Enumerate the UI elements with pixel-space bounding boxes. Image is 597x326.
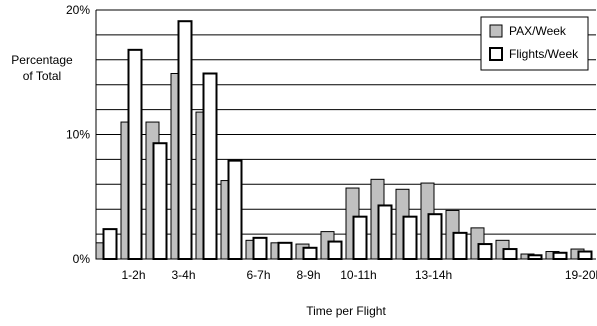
bar-flights-17-18h <box>527 254 543 260</box>
bar-flights-7-8h <box>277 241 293 261</box>
bar-flights-12-13h <box>402 215 418 260</box>
x-tick-label: 10-11h <box>340 268 376 282</box>
bar-flights-9-10h <box>327 240 343 261</box>
bar-flights-19-20h <box>577 250 593 260</box>
bar-flights-11-12h <box>377 204 393 260</box>
x-tick-label: 19-20h <box>565 268 597 282</box>
y-tick-labels: 0% 10% 20% <box>66 3 90 266</box>
bar-flights-14-15h <box>452 231 468 260</box>
bar-flights-18-19h <box>552 251 568 260</box>
bar-flights-0-1h <box>102 228 118 260</box>
axes <box>95 10 596 260</box>
x-tick-label: 6-7h <box>246 268 270 282</box>
legend: PAX/Week Flights/Week <box>480 16 589 71</box>
bar-flights-1-2h <box>127 48 143 261</box>
bar-flights-4-5h <box>202 72 218 261</box>
bar-flights-13-14h <box>427 213 443 260</box>
y-axis-label-line-2: of Total <box>22 69 62 83</box>
bar-flights-10-11h <box>352 215 368 260</box>
bar-flights-15-16h <box>477 243 493 260</box>
x-tick-label: 13-14h <box>415 268 452 282</box>
bar-flights-8-9h <box>302 246 318 260</box>
y-tick-label: 20% <box>66 3 90 17</box>
y-axis-label: Percentage of Total <box>0 52 84 84</box>
legend-label: PAX/Week <box>509 24 567 38</box>
bar-flights-5-6h <box>227 159 243 261</box>
x-tick-labels: 1-2h 3-4h 6-7h 8-9h 10-11h 13-14h 19-20h <box>121 268 597 282</box>
legend-swatch <box>489 24 503 38</box>
bar-flights-3-4h <box>177 20 193 260</box>
x-axis-label: Time per Flight <box>306 304 386 318</box>
y-tick-label: 0% <box>73 252 91 266</box>
bar-flights-16-17h <box>502 248 518 260</box>
y-tick-label: 10% <box>66 128 90 142</box>
bar-flights-6-7h <box>252 236 268 261</box>
x-tick-label: 1-2h <box>121 268 145 282</box>
x-tick-label: 3-4h <box>171 268 195 282</box>
bar-flights-2-3h <box>152 142 168 260</box>
y-axis-label-line-1: Percentage <box>11 53 73 67</box>
x-tick-label: 8-9h <box>296 268 320 282</box>
legend-swatch <box>489 47 503 61</box>
legend-label: Flights/Week <box>509 47 579 61</box>
